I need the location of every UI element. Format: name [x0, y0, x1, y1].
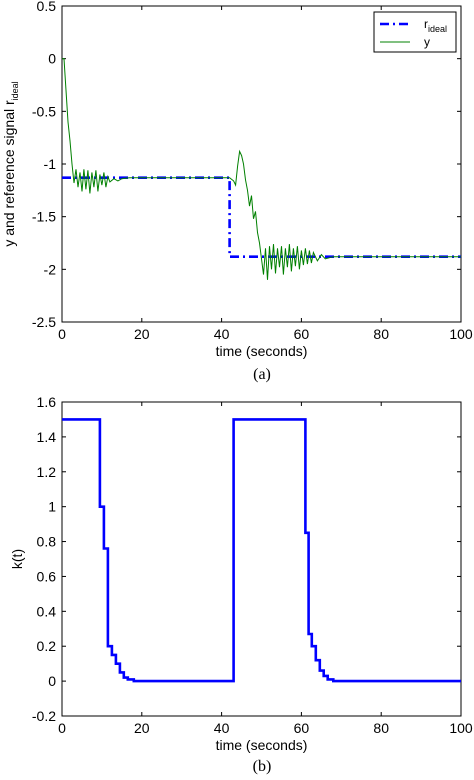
chart-a-y-tick-label: -2.5 [32, 314, 56, 330]
chart-a-x-tick-label: 0 [58, 326, 66, 342]
chart-a-y-tick-label: -2 [44, 261, 57, 277]
chart-a-y-tick-label: 0.5 [37, 0, 57, 14]
chart-b-y-tick-label: 1.4 [37, 429, 57, 445]
chart-b-y-tick-label: 0.4 [37, 603, 57, 619]
chart-a-x-tick-label: 40 [214, 326, 230, 342]
chart-b-x-tick-label: 100 [449, 720, 473, 736]
chart-a-y-axis-label-subscript: ideal [10, 81, 20, 100]
chart-b-y-tick-label: -0.2 [32, 708, 56, 724]
chart-a-x-axis-label: time (seconds) [216, 343, 308, 359]
chart-b-series-line [62, 418, 461, 683]
chart-b-y-tick-label: 0.2 [37, 638, 57, 654]
chart-a: 0 20 40 60 80 100 -2.5 -2 -1.5 -1 -0.5 0 0.5 time (se… [1, 0, 473, 383]
chart-a-legend-box [373, 11, 457, 53]
chart-b-x-tick-label: 60 [294, 720, 310, 736]
chart-a-y-axis-label: y and reference signal rideal [1, 81, 20, 246]
chart-b-x-tick-label: 80 [373, 720, 389, 736]
chart-b-x-tick-label: 40 [214, 720, 230, 736]
chart-a-y-tick-label: -1 [44, 156, 57, 172]
chart-b-y-tick-label: 0 [48, 673, 56, 689]
chart-a-x-tick-label: 100 [449, 326, 473, 342]
chart-a-x-tick-label: 60 [294, 326, 310, 342]
chart-a-plot-area [61, 5, 462, 323]
chart-a-x-tick-label: 80 [373, 326, 389, 342]
chart-a-y-tick-label: -0.5 [32, 103, 56, 119]
chart-b-x-tick-label: 20 [134, 720, 150, 736]
chart-b-y-tick-label: 1.2 [37, 464, 57, 480]
chart-b-y-axis-label: k(t) [9, 549, 25, 569]
chart-a-y-axis-label-text: y and reference signal r [1, 100, 17, 247]
chart-b-y-tick-label: 0.8 [37, 534, 57, 550]
chart-a-legend-label-y: y [424, 35, 430, 49]
chart-b-plot-area [61, 401, 462, 717]
chart-a-caption: (a) [253, 366, 271, 383]
chart-a-x-tick-label: 20 [134, 326, 150, 342]
chart-b-y-tick-label: 1 [48, 499, 56, 515]
chart-a-series-y-line [62, 58, 461, 280]
chart-b-y-tick-label: 1.6 [37, 394, 57, 410]
chart-b-y-axis-label-text: k(t) [9, 549, 25, 569]
chart-a-legend-label-text: y [424, 35, 430, 49]
chart-a-legend-label-text: r [424, 17, 428, 31]
chart-b-x-tick-label: 0 [58, 720, 66, 736]
chart-b-x-axis-label: time (seconds) [216, 737, 308, 753]
chart-b-caption: (b) [253, 758, 272, 775]
chart-a-y-tick-label: -1.5 [32, 209, 56, 225]
chart-a-legend-label-subscript: ideal [428, 24, 447, 34]
chart-a-y-tick-label: 0 [48, 51, 56, 67]
chart-b: 0 20 40 60 80 100-0.200.20.40.60.811.21.41.6t… [9, 394, 473, 775]
chart-b-y-tick-label: 0.6 [37, 568, 57, 584]
chart-a-legend-label-r: rideal [424, 17, 447, 34]
